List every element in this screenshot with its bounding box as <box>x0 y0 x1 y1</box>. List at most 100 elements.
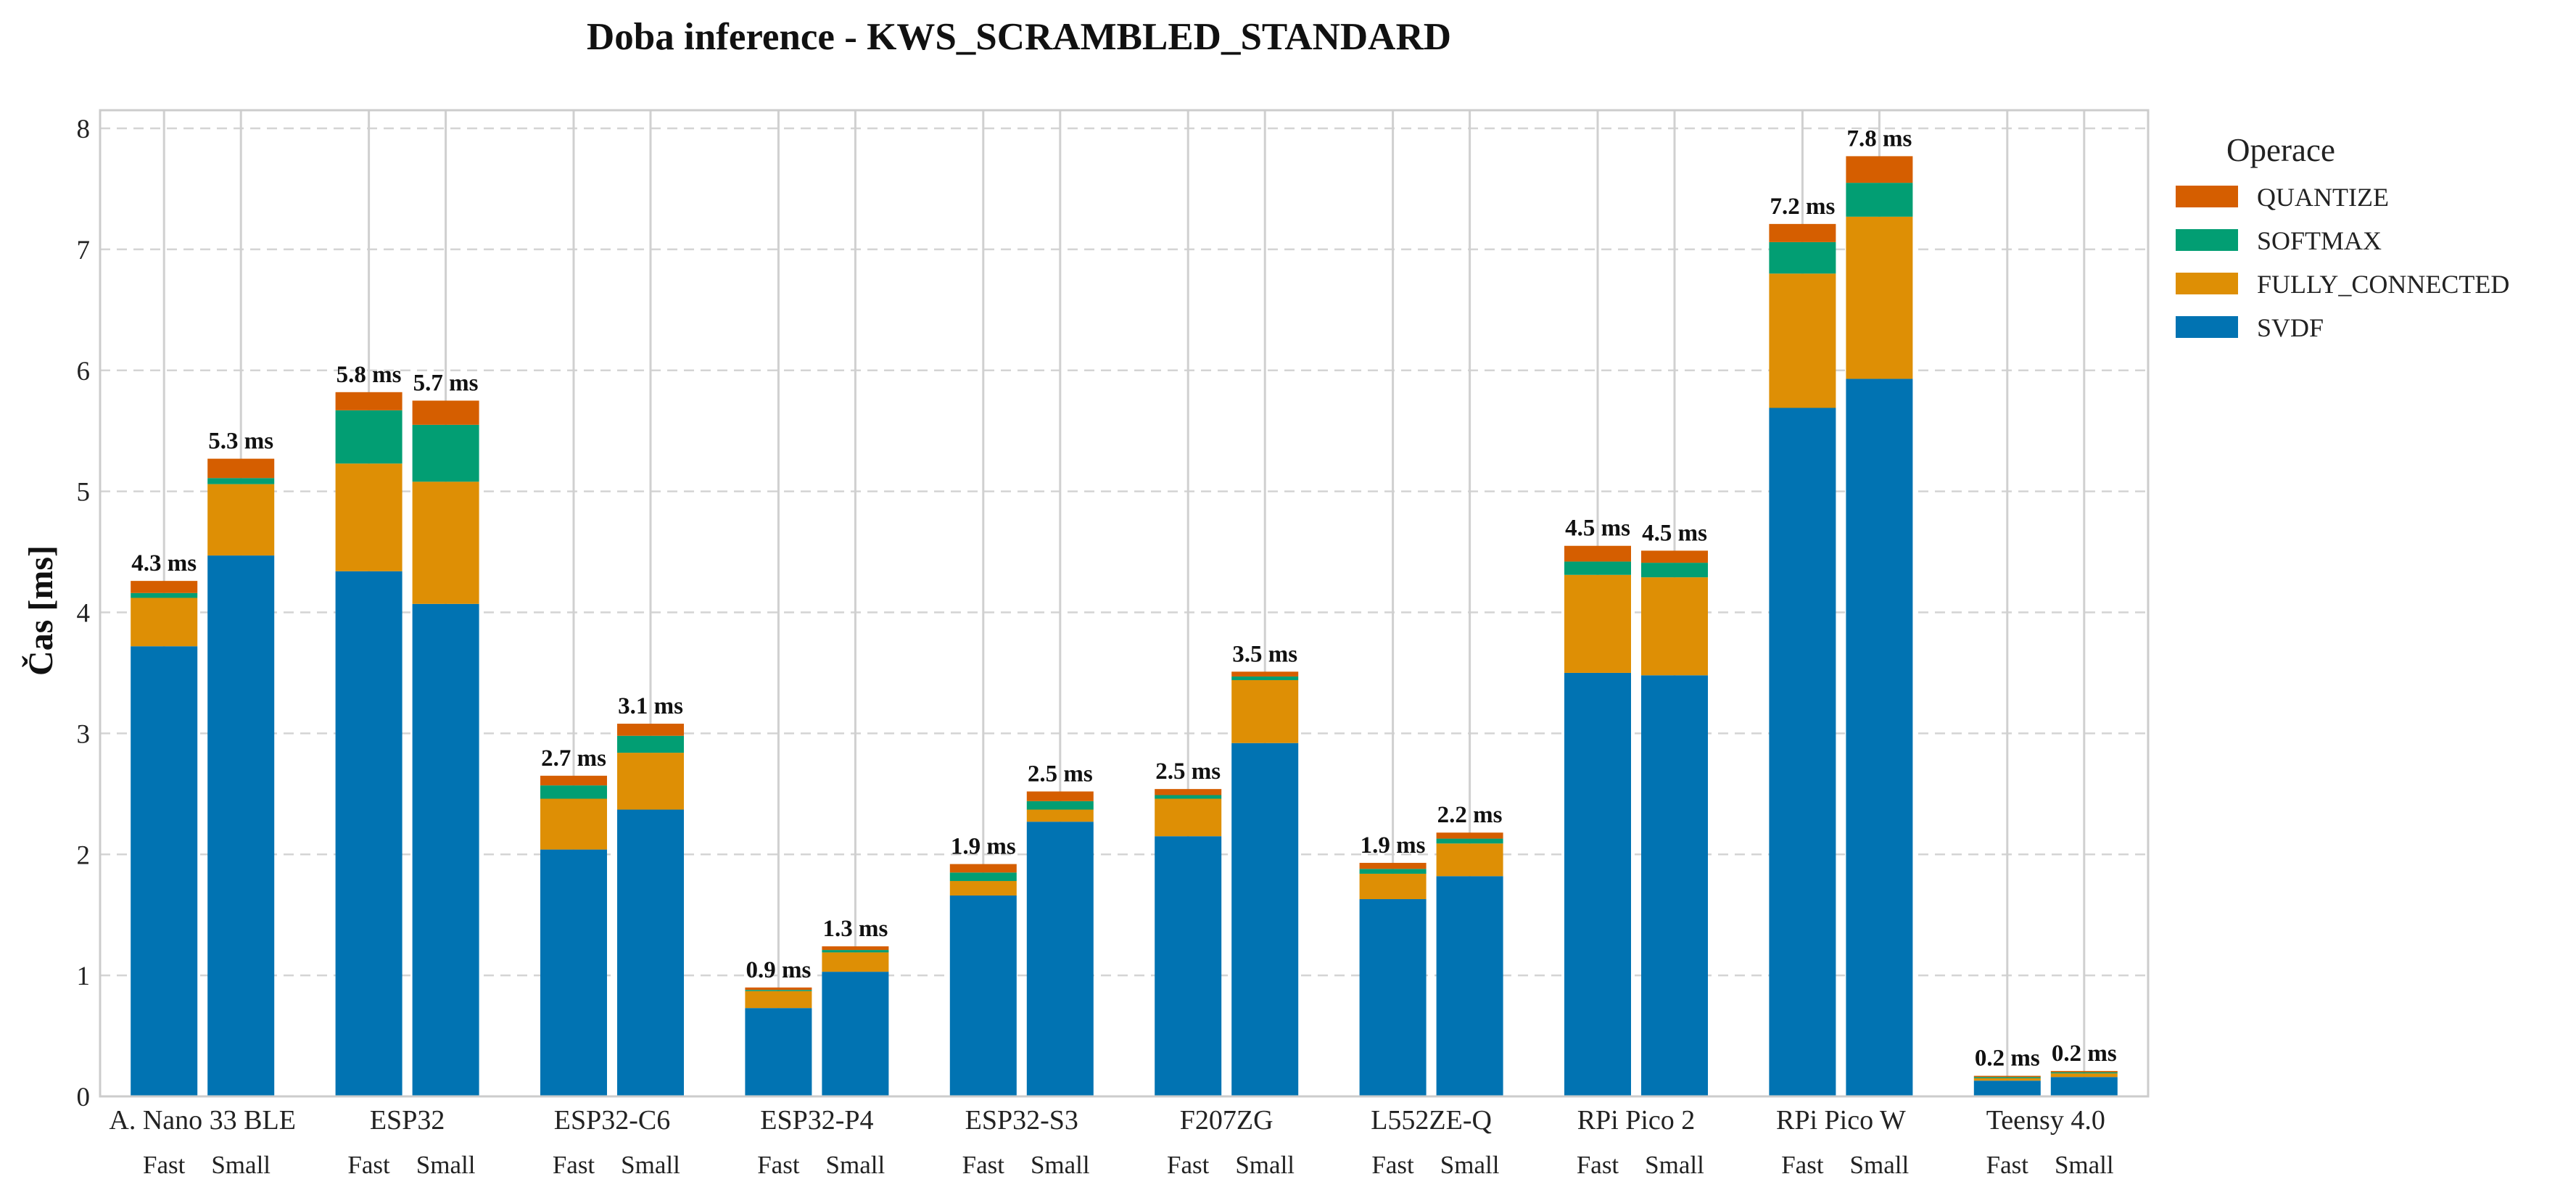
bar-segment-svdf <box>1769 408 1836 1096</box>
total-label: 4.5 ms <box>1565 516 1630 542</box>
x-group-label: ESP32 <box>370 1105 445 1136</box>
total-label: 5.3 ms <box>208 429 273 455</box>
bar-segment-softmax <box>1973 1077 2041 1078</box>
legend-swatch <box>2176 186 2238 207</box>
bar-segment-quantize <box>1026 791 1094 801</box>
bar-segment-softmax <box>1769 241 1836 274</box>
chart-title: Doba inference - KWS_SCRAMBLED_STANDARD <box>587 16 1451 58</box>
bar-segment-softmax <box>540 785 607 799</box>
bar-segment-softmax <box>2050 1072 2118 1074</box>
y-tick-label: 4 <box>77 599 91 629</box>
total-label: 2.7 ms <box>541 745 606 772</box>
total-label: 5.8 ms <box>337 362 402 388</box>
x-sub-label: Small <box>1850 1151 1910 1179</box>
bar-segment-quantize <box>1769 223 1836 242</box>
bar-segment-quantize <box>1436 832 1503 839</box>
x-sub-label: Small <box>416 1151 476 1179</box>
bar-segment-quantize <box>1231 671 1299 677</box>
x-sub-label: Fast <box>1371 1151 1414 1179</box>
x-sub-label: Small <box>1031 1151 1090 1179</box>
legend-label: SOFTMAX <box>2257 226 2382 255</box>
bar-segment-svdf <box>617 809 684 1096</box>
bar-segment-fully-connected <box>1769 273 1836 408</box>
legend: Operace QUANTIZE SOFTMAX FULLY_CONNECTED SVD… <box>2176 132 2509 342</box>
bar-segment-softmax <box>1026 801 1094 810</box>
bar-segment-fully-connected <box>617 753 684 810</box>
bar-segment-softmax <box>335 410 402 464</box>
bar-segment-svdf <box>207 555 275 1096</box>
bar-segment-quantize <box>412 400 479 425</box>
bar-segment-fully-connected <box>822 952 889 972</box>
plot-frame <box>99 109 2150 1098</box>
x-sub-label: Small <box>2055 1151 2114 1179</box>
bar-segment-svdf <box>1155 836 1222 1096</box>
x-sub-label: Small <box>621 1151 680 1179</box>
bar-segment-svdf <box>1641 675 1708 1096</box>
y-tick-label: 8 <box>77 115 91 144</box>
bar-segment-fully-connected <box>1026 809 1094 822</box>
bar-segment-svdf <box>949 895 1017 1096</box>
bar-segment-fully-connected <box>1436 843 1503 877</box>
x-sub-label: Small <box>1645 1151 1704 1179</box>
legend-label: SVDF <box>2257 313 2324 342</box>
bar-segment-fully-connected <box>2050 1073 2118 1078</box>
x-sub-label: Fast <box>1986 1151 2029 1179</box>
bar-segment-fully-connected <box>1973 1078 2041 1081</box>
bar-segment-svdf <box>745 1008 812 1096</box>
y-tick-label: 7 <box>77 236 91 265</box>
legend-label: FULLY_CONNECTED <box>2257 270 2509 299</box>
bar-segment-quantize <box>335 392 402 410</box>
bar-segment-quantize <box>1641 550 1708 563</box>
x-group-label: RPi Pico 2 <box>1577 1105 1696 1136</box>
total-label: 2.5 ms <box>1155 758 1221 785</box>
plot-area: 0 1 2 3 4 5 6 7 8 4.3 ms Fast 5.3 ms Small A. Nano 33… <box>77 109 2150 1179</box>
bar-segment-softmax <box>1155 795 1222 799</box>
bar-segment-svdf <box>1026 822 1094 1096</box>
x-group-label: RPi Pico W <box>1776 1105 1906 1136</box>
total-label: 4.5 ms <box>1642 520 1707 546</box>
bar-segment-quantize <box>207 458 275 479</box>
total-label: 1.9 ms <box>1361 832 1426 859</box>
bar-segment-quantize <box>1359 862 1427 869</box>
bar-segment-quantize <box>822 946 889 951</box>
bar-segment-fully-connected <box>1846 216 1913 379</box>
bar-segment-softmax <box>207 478 275 484</box>
legend-label: QUANTIZE <box>2257 183 2389 212</box>
bar-segment-fully-connected <box>412 481 479 604</box>
x-sub-label: Fast <box>143 1151 186 1179</box>
bar-segment-svdf <box>822 972 889 1096</box>
bar-segment-svdf <box>1231 743 1299 1096</box>
bar-segment-softmax <box>617 735 684 753</box>
bar-segment-fully-connected <box>1155 798 1222 837</box>
y-tick-label: 3 <box>77 719 91 749</box>
bar-segment-softmax <box>1564 561 1631 575</box>
x-sub-label: Small <box>1440 1151 1500 1179</box>
x-sub-label: Fast <box>757 1151 800 1179</box>
bar-segment-svdf <box>1359 899 1427 1096</box>
x-group-label: ESP32-C6 <box>554 1105 670 1136</box>
bar-segment-quantize <box>949 864 1017 873</box>
bar-segment-svdf <box>1564 672 1631 1096</box>
bar-segment-svdf <box>412 603 479 1096</box>
total-label: 2.2 ms <box>1437 802 1503 828</box>
x-sub-label: Fast <box>553 1151 595 1179</box>
x-group-label: ESP32-P4 <box>760 1105 873 1136</box>
x-sub-label: Fast <box>347 1151 390 1179</box>
bar-segment-quantize <box>1564 545 1631 562</box>
bar-segment-fully-connected <box>1231 679 1299 743</box>
total-label: 1.9 ms <box>951 834 1016 860</box>
bar-segment-svdf <box>1846 379 1913 1096</box>
bar-segment-svdf <box>335 571 402 1096</box>
bar-segment-softmax <box>1641 563 1708 578</box>
y-tick-label: 6 <box>77 357 91 386</box>
x-sub-label: Small <box>211 1151 271 1179</box>
total-label: 5.7 ms <box>413 370 479 396</box>
bar-segment-quantize <box>131 581 198 593</box>
bar-segment-fully-connected <box>949 880 1017 896</box>
bar-segment-softmax <box>1846 183 1913 217</box>
legend-swatch <box>2176 316 2238 338</box>
total-label: 4.3 ms <box>131 550 197 576</box>
bar-segment-svdf <box>1436 876 1503 1096</box>
x-group-label: L552ZE-Q <box>1371 1105 1492 1136</box>
bar-segment-fully-connected <box>207 484 275 556</box>
